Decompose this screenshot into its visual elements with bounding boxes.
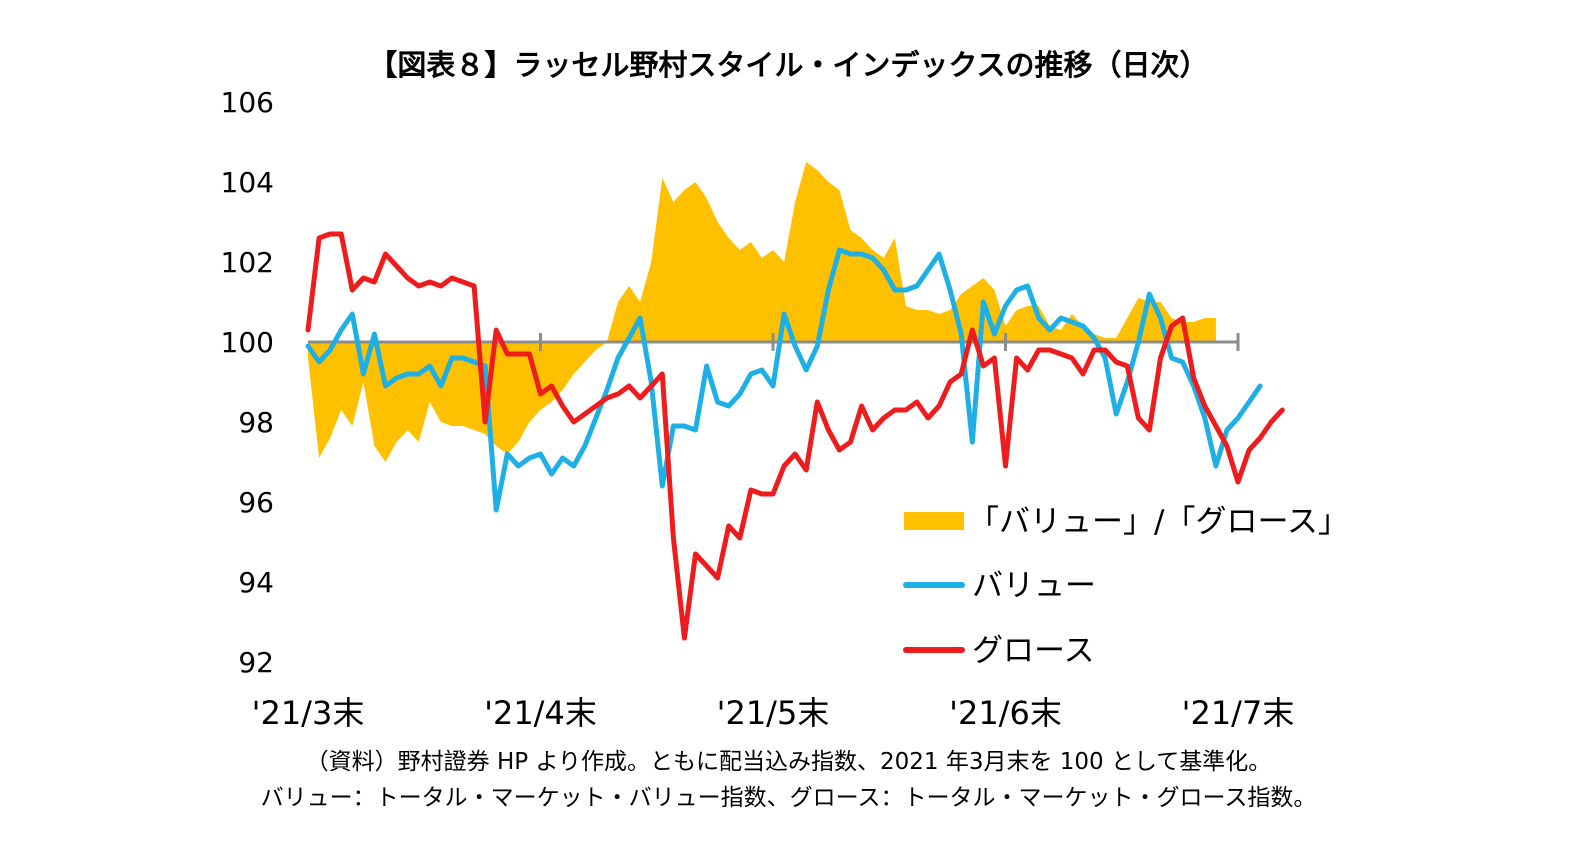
x-tick-label: '21/6末 xyxy=(949,694,1062,732)
x-tick-label: '21/4末 xyxy=(484,694,597,732)
legend-value-label: バリュー xyxy=(972,568,1096,604)
y-tick-label: 98 xyxy=(238,406,274,439)
y-tick-label: 96 xyxy=(238,486,274,519)
growth-series-line xyxy=(305,231,1285,641)
definition-note: バリュー：トータル・マーケット・バリュー指数、グロース：トータル・マーケット・グ… xyxy=(260,785,1317,811)
y-tick-label: 102 xyxy=(221,246,274,279)
y-tick-label: 106 xyxy=(221,86,274,119)
baseline-layer xyxy=(308,333,1240,351)
y-tick-label: 92 xyxy=(238,646,274,679)
x-tick-label: '21/7末 xyxy=(1182,694,1295,732)
y-axis: 106 104 102 100 98 96 94 92 xyxy=(221,86,274,679)
series-line-layer xyxy=(305,231,1285,641)
x-tick-label: '21/5末 xyxy=(717,694,830,732)
legend-area-swatch xyxy=(904,512,964,530)
legend-area-label: 「バリュー」/「グロース」 xyxy=(968,504,1349,540)
x-tick-label: '21/3末 xyxy=(252,694,365,732)
ratio-area-layer xyxy=(308,162,1216,462)
source-note: （資料）野村證券 HP より作成。ともに配当込み指数、2021 年3月末を 10… xyxy=(305,749,1272,775)
x-axis: '21/3末 '21/4末 '21/5末 '21/6末 '21/7末 xyxy=(252,694,1295,732)
y-tick-label: 104 xyxy=(221,166,274,199)
y-tick-label: 94 xyxy=(238,566,274,599)
legend-growth-label: グロース xyxy=(972,633,1094,669)
y-tick-label: 100 xyxy=(221,326,274,359)
chart-title: 【図表８】ラッセル野村スタイル・インデックスの推移（日次） xyxy=(368,48,1209,82)
ratio-area xyxy=(308,162,1216,462)
